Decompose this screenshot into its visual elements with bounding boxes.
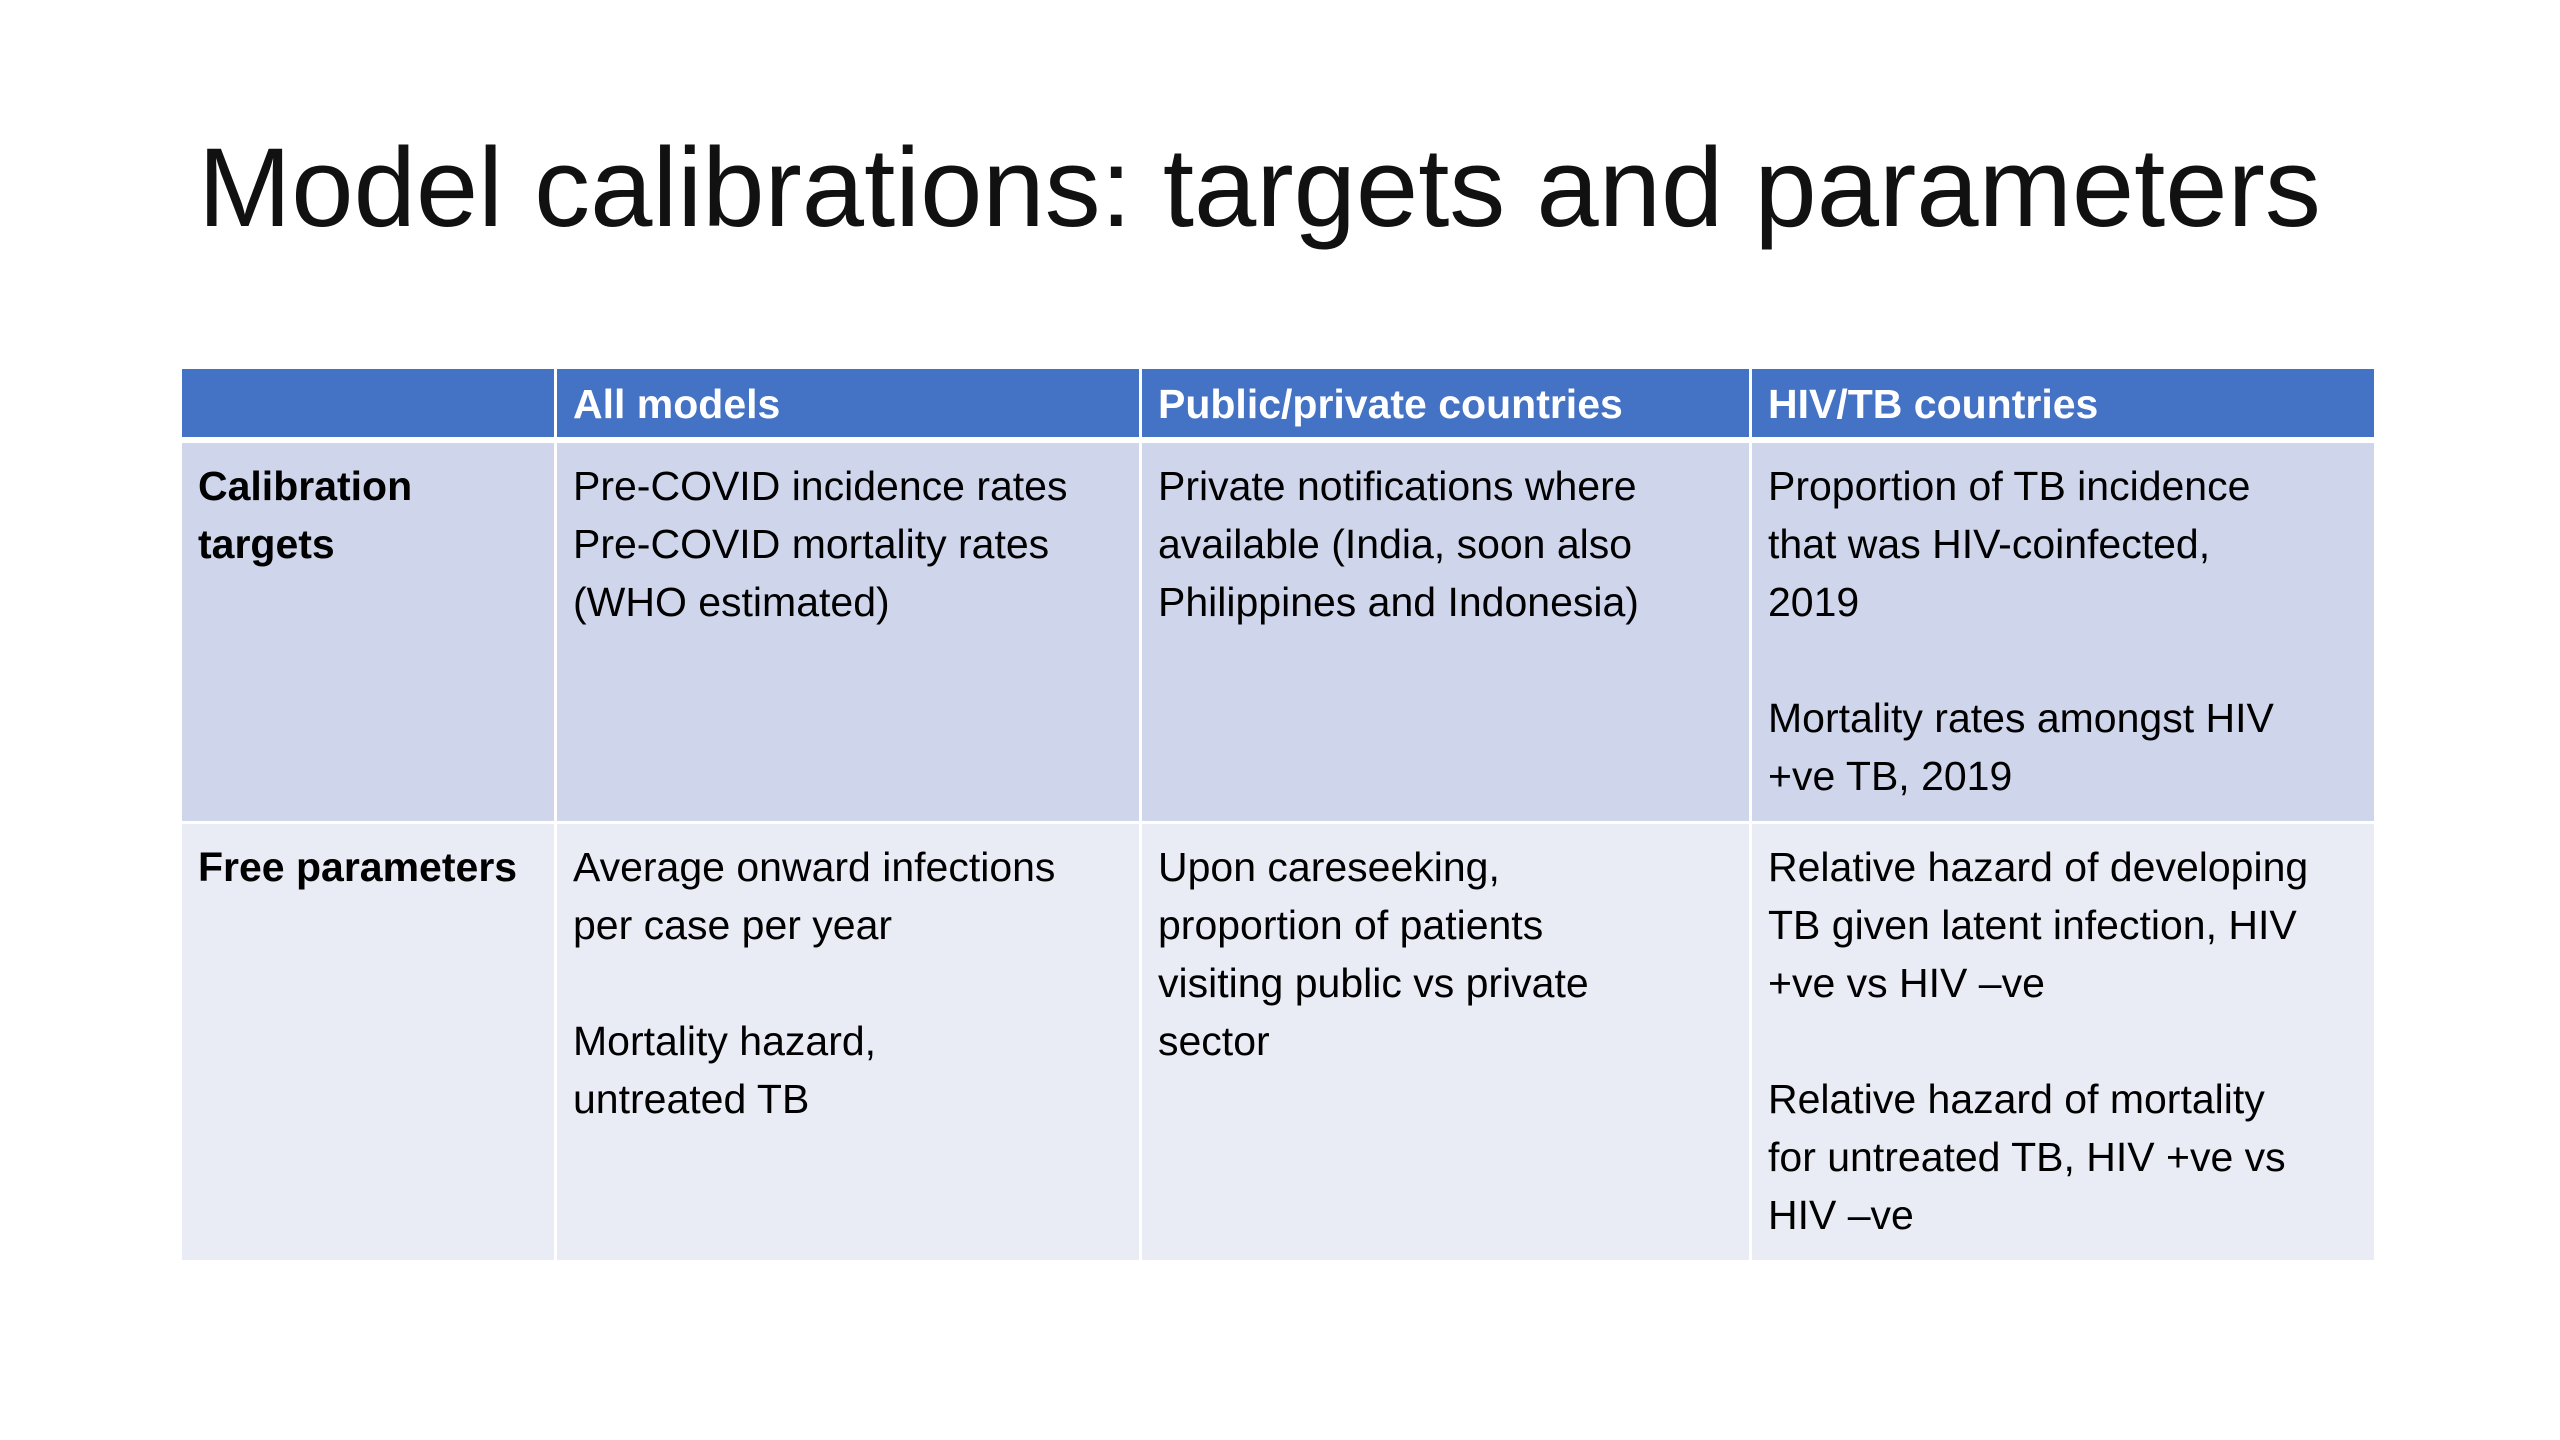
- cell-calibration-hiv-tb: Proportion of TB incidence that was HIV-…: [1749, 438, 2377, 824]
- header-public-private-countries: Public/private countries: [1139, 366, 1752, 443]
- cell-free-public-private: Upon careseeking, proportion of patients…: [1139, 821, 1752, 1263]
- cell-free-all-models: Average onward infections per case per y…: [554, 821, 1142, 1263]
- table-row-free-parameters: Free parameters Average onward infection…: [179, 821, 2377, 1263]
- table-row-calibration-targets: Calibration targets Pre-COVID incidence …: [179, 438, 2377, 824]
- cell-calibration-all-models: Pre-COVID incidence rates Pre-COVID mort…: [554, 438, 1142, 824]
- cell-calibration-public-private: Private notifications where available (I…: [1139, 438, 1752, 824]
- row-label-free-parameters: Free parameters: [179, 821, 557, 1263]
- cell-free-hiv-tb: Relative hazard of developing TB given l…: [1749, 821, 2377, 1263]
- calibration-table: All models Public/private countries HIV/…: [179, 366, 2377, 1263]
- table-header-row: All models Public/private countries HIV/…: [179, 366, 2377, 443]
- slide-title: Model calibrations: targets and paramete…: [198, 125, 2321, 250]
- header-all-models: All models: [554, 366, 1142, 443]
- header-cell-empty: [179, 366, 557, 443]
- row-label-calibration-targets: Calibration targets: [179, 438, 557, 824]
- header-hiv-tb-countries: HIV/TB countries: [1749, 366, 2377, 443]
